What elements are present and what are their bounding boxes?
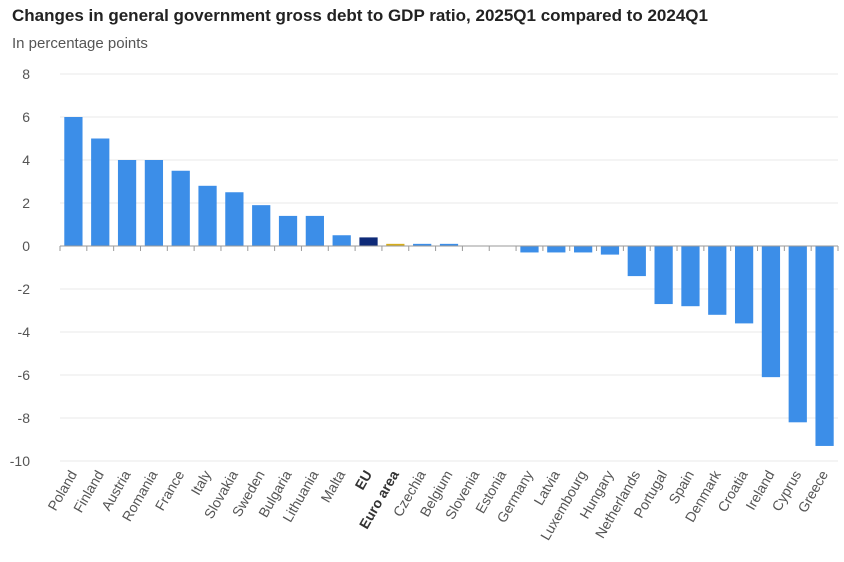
bar-latvia — [547, 246, 566, 253]
bar-spain — [681, 246, 700, 307]
bar-finland — [91, 138, 110, 246]
bar-czechia — [413, 243, 432, 246]
bar-sweden — [252, 205, 271, 246]
bar-austria — [117, 160, 137, 246]
bar-lithuania — [305, 215, 324, 246]
bar-france — [171, 170, 190, 246]
y-tick-label: 0 — [22, 238, 30, 254]
bar-cyprus — [788, 246, 807, 423]
y-tick-label: -8 — [18, 410, 31, 426]
bar-portugal — [654, 246, 673, 305]
y-tick-label: 4 — [22, 152, 30, 168]
bar-malta — [332, 235, 351, 246]
bar-hungary — [600, 246, 620, 255]
bar-poland — [64, 117, 83, 246]
zero-line-group — [59, 245, 839, 251]
bar-belgium — [439, 243, 459, 246]
y-tick-label: -2 — [18, 281, 31, 297]
bar-greece — [815, 246, 834, 446]
y-tick-label: -6 — [18, 367, 31, 383]
bar-ireland — [761, 246, 781, 378]
bar-bulgaria — [278, 215, 298, 246]
x-tick-label: Malta — [317, 467, 348, 505]
y-tick-label: -10 — [10, 453, 30, 469]
bar-slovakia — [225, 192, 244, 246]
chart-subtitle: In percentage points — [12, 35, 148, 52]
bar-denmark — [708, 246, 727, 315]
y-tick-label: -4 — [18, 324, 31, 340]
bar-germany — [520, 246, 539, 253]
bar-luxembourg — [574, 246, 593, 253]
y-tick-label: 2 — [22, 195, 30, 211]
bar-netherlands — [627, 246, 646, 277]
chart-title: Changes in general government gross debt… — [12, 6, 708, 25]
grid-lines — [60, 73, 838, 462]
y-tick-label: 8 — [22, 66, 30, 82]
bar-romania — [144, 160, 164, 246]
y-tick-label: 6 — [22, 109, 30, 125]
x-tick-label: Italy — [187, 468, 214, 498]
bars — [64, 117, 834, 446]
y-axis-ticks: 8 6 4 2 0 -2 -4 -6 -8 -10 — [10, 66, 30, 469]
x-tick-label: EU — [352, 468, 376, 493]
bar-eu — [359, 237, 378, 246]
bar-croatia — [734, 246, 754, 324]
bar-italy — [198, 185, 217, 246]
bar-euro-area — [386, 243, 405, 246]
